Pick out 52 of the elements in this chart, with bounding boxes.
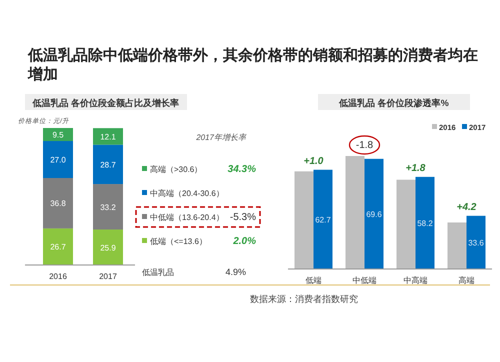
data-label: 33.6 [468,238,484,248]
annotation: +1.8 [406,162,426,174]
bar [93,184,123,230]
legend-label: 低端（<=13.6） [150,237,207,246]
bar [93,144,123,184]
bar [43,178,73,228]
bar [43,228,73,265]
data-label: 28.7 [100,160,116,170]
bar [346,156,364,269]
bar [43,128,73,142]
x-tick-label: 2016 [49,272,68,281]
bar [43,141,73,178]
bar [294,171,314,269]
bar [448,222,466,269]
text: 4.9% [225,267,246,277]
legend-label: 中高端（20.4-30.6） [150,189,224,198]
text: 低温乳品 [142,268,174,277]
data-label: 58.2 [417,218,434,228]
text: -1.8 [356,140,374,151]
x-tick-label: 中高端 [404,276,428,285]
x-tick-label: 中低端 [352,276,376,285]
text: 2.0% [232,236,256,247]
text: 2017年增长率 [195,133,247,142]
bar [466,216,486,269]
data-label: 69.6 [366,210,382,219]
data-label: 62.7 [315,215,332,224]
text: 低温乳品除中低端价格带外，其余价格带的销额和招募的消费者均在增加 [28,46,478,84]
data-label: 26.7 [50,242,66,252]
bar [314,170,332,269]
bar [396,180,416,269]
data-label: 27.0 [50,156,66,165]
bar [93,230,123,265]
data-label: 12.1 [100,132,116,142]
x-tick-label: 2017 [99,272,118,281]
x-tick-label: 高端 [458,276,474,285]
chart-title: 低温乳品 各价位段渗透率% [338,98,449,108]
data-label: 25.9 [100,243,116,252]
text: -5.3% [230,212,256,223]
legend-label: 高端（>30.6） [150,165,202,174]
chart-title: 低温乳品 各价位段金额占比及增长率 [32,98,180,108]
source-note: 数据来源：消费者指数研究 [250,294,358,304]
annotation: +4.2 [456,202,477,213]
bar [416,176,434,269]
x-tick-label: 低端 [306,276,322,285]
legend-label: 中低端（13.6-20.4） [150,213,224,222]
annotation: +1.0 [304,156,324,167]
data-label: 33.2 [100,202,116,212]
text: 34.3% [228,164,256,175]
data-label: 9.5 [52,130,64,140]
bar [93,128,123,145]
data-label: 36.8 [50,199,66,208]
bar [364,158,384,269]
